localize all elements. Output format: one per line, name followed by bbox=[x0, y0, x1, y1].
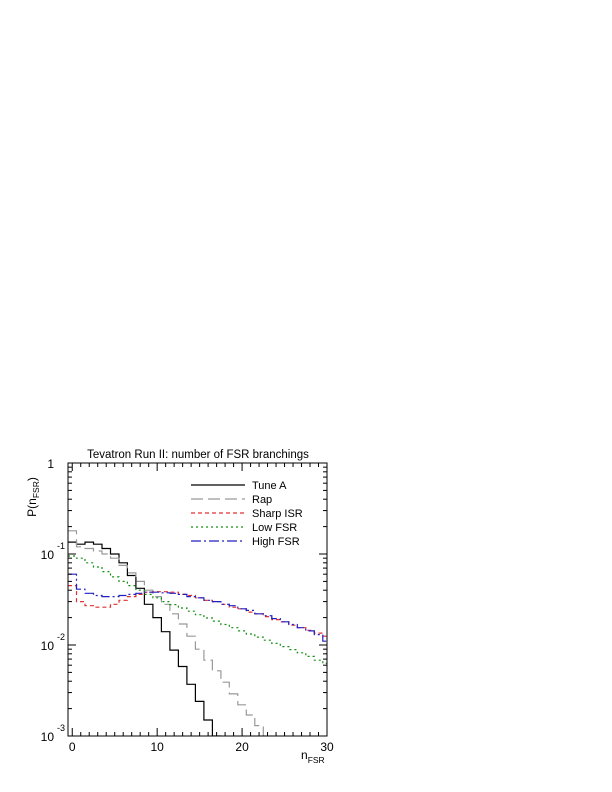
x-tick-label-1: 10 bbox=[150, 740, 164, 754]
x-tick-label-0: 0 bbox=[69, 740, 76, 754]
series-layer bbox=[68, 530, 327, 736]
y-tick-exponent-2: -2 bbox=[57, 632, 65, 642]
x-axis-label: nFSR bbox=[301, 748, 325, 765]
legend: Tune A Rap Sharp ISR Low FSR High FSR bbox=[191, 480, 303, 548]
series-line-2 bbox=[68, 585, 327, 637]
x-axis-label-main: n bbox=[301, 748, 308, 762]
series-line-3 bbox=[68, 555, 327, 664]
chart-title: Tevatron Run II: number of FSR branching… bbox=[87, 449, 309, 461]
axes-layer bbox=[67, 462, 328, 737]
y-tick-label-3: 10 bbox=[41, 730, 55, 744]
legend-label-1: Rap bbox=[252, 494, 272, 506]
x-axis-label-sub: FSR bbox=[308, 755, 325, 765]
y-tick-label-2: 10 bbox=[41, 639, 55, 653]
plot-frame bbox=[67, 462, 328, 737]
y-axis-label-sub: FSR bbox=[31, 481, 41, 498]
series-line-1 bbox=[68, 530, 273, 736]
y-axis-label-close: ) bbox=[25, 477, 39, 481]
series-line-4 bbox=[68, 573, 327, 642]
legend-label-2: Sharp ISR bbox=[252, 508, 303, 520]
y-tick-label-0: 1 bbox=[47, 457, 54, 471]
y-axis-label: P(nFSR) bbox=[25, 477, 41, 517]
y-tick-label-1: 10 bbox=[41, 548, 55, 562]
y-axis-label-main: P(n bbox=[25, 498, 39, 517]
x-tick-label-2: 20 bbox=[235, 740, 249, 754]
svg-text:nFSR: nFSR bbox=[301, 748, 325, 765]
y-tick-exponent-3: -3 bbox=[57, 723, 65, 733]
legend-label-4: High FSR bbox=[252, 536, 300, 548]
y-tick-exponent-1: -1 bbox=[57, 541, 65, 551]
x-tick-label-3: 30 bbox=[320, 740, 334, 754]
series-line-0 bbox=[68, 541, 222, 736]
svg-text:P(nFSR): P(nFSR) bbox=[25, 477, 41, 517]
legend-label-0: Tune A bbox=[252, 480, 287, 492]
legend-label-3: Low FSR bbox=[252, 522, 297, 534]
